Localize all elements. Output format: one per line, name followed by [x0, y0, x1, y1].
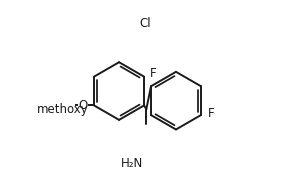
Text: F: F	[150, 67, 157, 80]
Text: F: F	[207, 107, 214, 120]
Text: H₂N: H₂N	[121, 157, 143, 170]
Text: methoxy: methoxy	[37, 103, 89, 116]
Text: O: O	[78, 99, 88, 112]
Text: Cl: Cl	[139, 17, 151, 30]
